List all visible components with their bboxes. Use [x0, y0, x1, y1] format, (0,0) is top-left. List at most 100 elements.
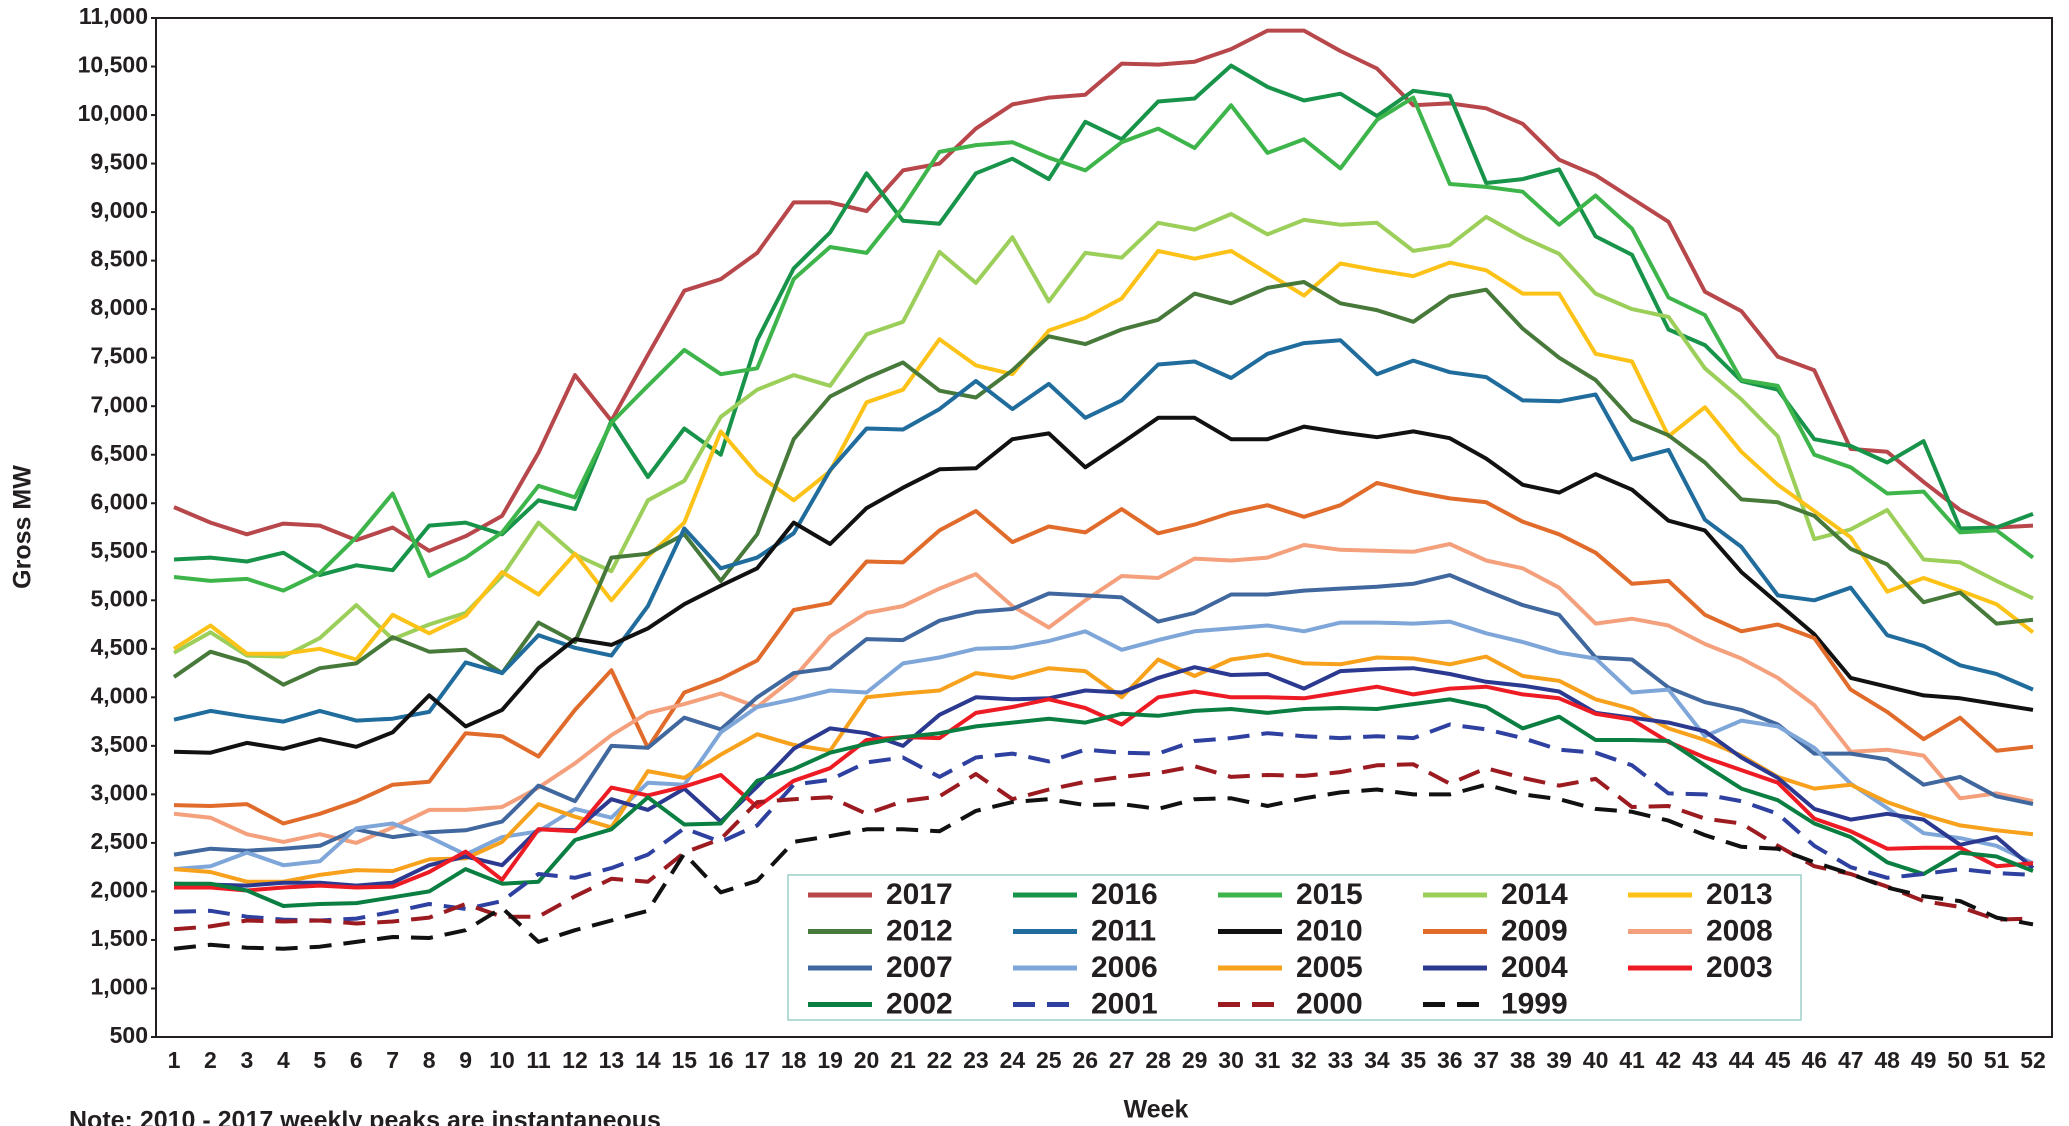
legend-label: 2017: [886, 878, 953, 911]
legend-label: 2005: [1296, 951, 1363, 984]
x-tick-label: 18: [781, 1047, 807, 1073]
legend-label: 2004: [1501, 951, 1568, 984]
y-tick-label: 2,000: [90, 877, 148, 903]
y-tick-label: 6,000: [90, 488, 148, 514]
x-tick-label: 9: [459, 1047, 472, 1073]
y-tick-label: 2,500: [90, 828, 148, 854]
x-tick-label: 20: [854, 1047, 880, 1073]
legend-label: 2012: [886, 914, 953, 947]
series-line: [173, 480, 2034, 826]
x-tick-label: 13: [599, 1047, 625, 1073]
legend-label: 2013: [1706, 878, 1773, 911]
y-tick-label: 11,000: [79, 3, 148, 29]
note: Note: 2010 - 2017 weekly peaks are insta…: [69, 1107, 661, 1126]
legend-label: 2009: [1501, 914, 1568, 947]
y-tick-label: 1,500: [90, 925, 148, 951]
y-tick-label: 500: [110, 1022, 148, 1048]
x-tick-label: 31: [1255, 1047, 1281, 1073]
y-tick-label: 9,000: [90, 197, 148, 223]
legend-label: 2016: [1091, 878, 1158, 911]
y-tick-label: 7,000: [90, 391, 148, 417]
legend-label: 2011: [1091, 914, 1156, 947]
y-tick-label: 4,500: [90, 634, 148, 660]
plot-frame: [155, 17, 2053, 1038]
series-line: [173, 782, 2034, 951]
y-tick-label: 8,500: [90, 246, 148, 272]
x-tick-label: 26: [1072, 1047, 1098, 1073]
legend-label: 2014: [1501, 878, 1568, 911]
x-tick-label: 43: [1692, 1047, 1718, 1073]
legend: 2017 2016 2015 2014 2013 2012 2011 2010 2009 2008…: [787, 874, 1802, 1021]
legend-label: 2007: [886, 951, 953, 984]
x-tick-label: 36: [1437, 1047, 1463, 1073]
legend-box: [787, 874, 1802, 1021]
series-line: [173, 338, 2034, 724]
x-tick-label: 50: [1947, 1047, 1973, 1073]
x-tick-label: 21: [890, 1047, 916, 1073]
series-line: [172, 280, 2034, 687]
x-tick-label: 37: [1473, 1047, 1499, 1073]
x-tick-label: 19: [817, 1047, 843, 1073]
y-tick-label: 3,500: [90, 731, 148, 757]
x-tick-label: 23: [963, 1047, 989, 1073]
x-tick-label: 12: [562, 1047, 588, 1073]
x-tick-label: 49: [1911, 1047, 1937, 1073]
y-tick-label: 10,500: [78, 52, 148, 78]
x-tick-label: 14: [635, 1047, 661, 1073]
x-tick-label: 51: [1984, 1047, 2010, 1073]
legend-label: 2003: [1706, 951, 1773, 984]
x-tick-label: 32: [1291, 1047, 1317, 1073]
y-tick-label: 4,000: [90, 682, 148, 708]
series-line: [173, 542, 2034, 845]
series-line: [173, 665, 2035, 888]
x-tick-label: 4: [277, 1047, 290, 1073]
x-tick-label: 5: [313, 1047, 326, 1073]
series-line: [173, 652, 2034, 884]
legend-label: 2010: [1296, 914, 1363, 947]
x-tick-label: 16: [708, 1047, 734, 1073]
x-tick-label: 44: [1729, 1047, 1755, 1073]
x-tick-label: 48: [1874, 1047, 1900, 1073]
y-tick-label: 5,000: [90, 585, 148, 611]
y-tick-label: 10,000: [78, 100, 148, 126]
x-tick-label: 7: [386, 1047, 399, 1073]
y-tick-label: 8,000: [90, 294, 148, 320]
y-tick-label: 6,500: [90, 440, 148, 466]
series-line: [173, 95, 2035, 593]
series-line: [174, 697, 2034, 908]
legend-label: 2008: [1706, 914, 1773, 947]
x-tick-label: 1: [168, 1047, 181, 1073]
legend-label: 2006: [1091, 951, 1158, 984]
x-tick-label: 39: [1546, 1047, 1572, 1073]
series-line: [173, 63, 2034, 578]
x-tick-label: 38: [1510, 1047, 1536, 1073]
series-line: [172, 248, 2035, 662]
x-tick-label: 15: [672, 1047, 698, 1073]
legend-label: 2001: [1091, 987, 1158, 1020]
x-tick-label: 22: [927, 1047, 953, 1073]
y-tick-label: 3,000: [90, 779, 148, 805]
series-line: [173, 415, 2034, 755]
series-line: [173, 722, 2034, 923]
x-tick-label: 25: [1036, 1047, 1062, 1073]
x-tick-label: 45: [1765, 1047, 1791, 1073]
x-tick-label: 30: [1218, 1047, 1244, 1073]
x-tick-label: 41: [1619, 1047, 1645, 1073]
series-line: [173, 28, 2034, 553]
series-line: [173, 619, 2034, 872]
x-tick-label: 33: [1328, 1047, 1354, 1073]
x-tick-label: 34: [1364, 1047, 1390, 1073]
x-tick-label: 6: [350, 1047, 363, 1073]
legend-label: 2000: [1296, 987, 1363, 1020]
x-tick-label: 46: [1801, 1047, 1827, 1073]
legend-label: 2015: [1296, 878, 1363, 911]
x-tick-label: 17: [744, 1047, 770, 1073]
x-tick-label: 35: [1401, 1047, 1427, 1073]
x-tick-label: 29: [1182, 1047, 1208, 1073]
x-tick-label: 28: [1145, 1047, 1171, 1073]
y-axis-label: Gross MW: [9, 465, 37, 589]
legend-label: 1999: [1501, 987, 1568, 1020]
x-tick-label: 2: [204, 1047, 217, 1073]
